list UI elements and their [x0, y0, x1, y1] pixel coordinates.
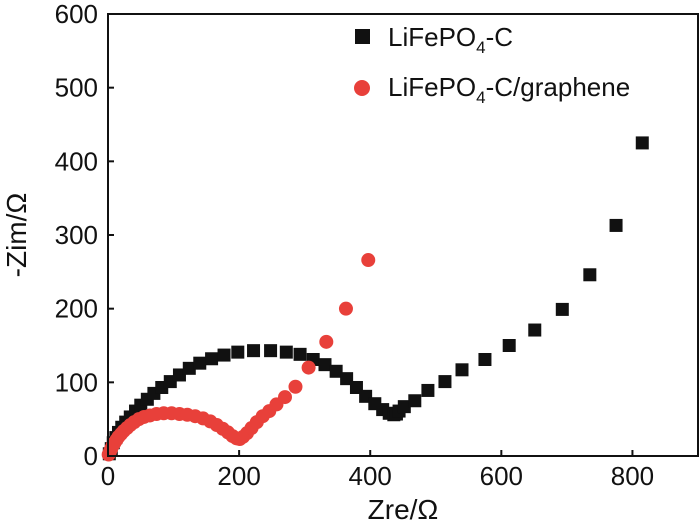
data-point-square [217, 348, 231, 362]
ticks: 0 200 400 600 800 0 100 200 300 400 500 600 [55, 0, 655, 491]
y-tick-label: 400 [55, 146, 98, 176]
plot-area [101, 136, 649, 462]
data-point-square [502, 339, 516, 352]
data-point-square [182, 361, 196, 375]
data-point-circle [338, 301, 353, 316]
data-point-square [583, 268, 597, 282]
y-tick-label: 300 [55, 220, 98, 250]
y-tick-label: 500 [55, 73, 98, 103]
data-point-square [555, 302, 569, 316]
data-point-circle [278, 390, 292, 405]
data-point-square [193, 356, 207, 370]
x-tick-label: 800 [611, 461, 654, 491]
data-point-square [438, 375, 452, 389]
x-tick-label: 200 [217, 461, 260, 491]
legend-marker-lifepo4-c-graphene [354, 80, 370, 96]
data-point-square [279, 345, 293, 359]
data-point-square [231, 345, 245, 359]
y-tick-label: 0 [84, 441, 98, 471]
data-point-square [528, 323, 542, 337]
data-point-square [478, 352, 492, 366]
data-point-square [609, 218, 623, 232]
data-point-circle [319, 334, 334, 349]
x-axis-title: Zre/Ω [368, 494, 439, 525]
legend-marker-lifepo4-c [355, 29, 370, 44]
data-point-square [421, 383, 435, 397]
x-tick-label: 600 [480, 461, 523, 491]
legend-label-lifepo4-c: LiFePO4-C [388, 22, 513, 57]
data-point-square [205, 352, 219, 366]
data-point-square [247, 344, 261, 358]
legend-label-lifepo4-c-graphene: LiFePO4-C/graphene [388, 72, 630, 107]
data-point-square [408, 394, 422, 408]
data-point-circle [361, 253, 376, 268]
data-point-square [340, 372, 354, 386]
data-point-square [455, 363, 469, 377]
data-point-square [635, 136, 649, 150]
legend: LiFePO4-C LiFePO4-C/graphene [354, 22, 630, 107]
y-tick-label: 200 [55, 294, 98, 324]
data-point-circle [288, 379, 303, 394]
x-tick-label: 400 [349, 461, 392, 491]
data-point-square [172, 368, 186, 382]
data-point-square [329, 364, 343, 378]
series-lifepo4-c-graphene [101, 253, 376, 462]
x-tick-label: 0 [101, 461, 115, 491]
y-axis-title: -Zim/Ω [1, 193, 32, 278]
data-point-square [318, 358, 332, 372]
data-point-square [397, 400, 411, 414]
data-point-circle [301, 360, 316, 375]
y-tick-label: 600 [55, 0, 98, 29]
y-tick-label: 100 [55, 367, 98, 397]
data-point-square [264, 344, 278, 358]
data-point-square [293, 347, 307, 361]
